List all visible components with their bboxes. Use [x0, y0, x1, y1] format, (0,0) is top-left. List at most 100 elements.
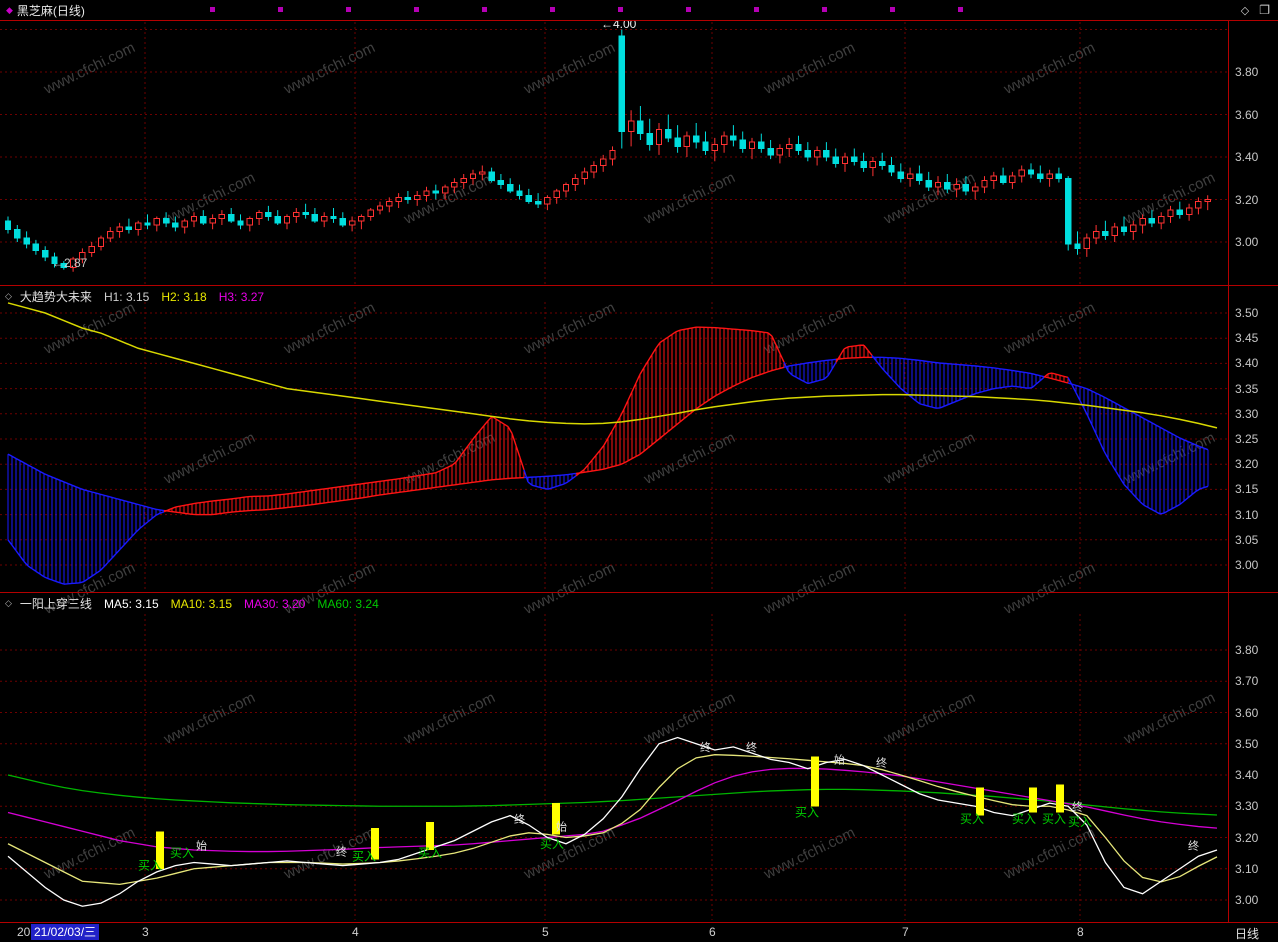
buy-marker-bar — [426, 821, 434, 850]
arrow-left-icon: ← — [52, 256, 64, 270]
buy-label: 买入 — [1068, 815, 1092, 829]
point-label: 终 — [746, 740, 757, 754]
panel3-top-border[interactable] — [0, 592, 1278, 593]
buy-label: 买入 — [960, 812, 984, 826]
axis-label: 3.15 — [1235, 482, 1259, 497]
indicator-value: MA30: 3.20 — [244, 596, 306, 611]
point-label: 终 — [876, 756, 887, 770]
axis-label: 3.35 — [1235, 381, 1259, 396]
point-label: 终 — [1072, 799, 1083, 813]
axis-label: 3.45 — [1235, 331, 1259, 346]
point-label: 始 — [196, 838, 207, 852]
axis-label: 3.00 — [1235, 558, 1259, 572]
indicator2-title[interactable]: 大趋势大未来 — [19, 290, 92, 304]
titlebar-dot-icon — [210, 7, 215, 12]
panel1-top-border — [0, 20, 1278, 21]
diamond-open-icon[interactable]: ◇ — [1240, 4, 1250, 17]
buy-marker-bar — [811, 756, 819, 807]
titlebar-dot-icon — [822, 7, 827, 12]
statusbar-top-border — [0, 922, 1278, 923]
axis-label: 3.00 — [1235, 893, 1259, 907]
titlebar-dot-icon — [346, 7, 351, 12]
title-diamond-icon: ◆ — [6, 4, 13, 15]
indicator3-title[interactable]: 一阳上穿三线 — [19, 597, 92, 611]
month-label: 8 — [1077, 925, 1084, 939]
indicator-diamond-icon: ◇ — [5, 291, 12, 301]
axis-label: 3.20 — [1235, 192, 1259, 207]
candlestick-layer — [4, 29, 1211, 272]
buy-label: 买入 — [170, 846, 194, 860]
buy-marker-bar — [156, 831, 164, 869]
restore-window-icon[interactable]: ❐ — [1259, 3, 1270, 17]
buy-marker-bar — [371, 828, 379, 860]
axis-label: 3.00 — [1235, 235, 1259, 249]
axis-label: 3.30 — [1235, 799, 1259, 814]
axis-label: 3.80 — [1235, 65, 1259, 79]
ma-lines-layer — [7, 736, 1218, 907]
titlebar-dot-icon — [754, 7, 759, 12]
indicator-value: MA10: 3.15 — [170, 596, 233, 611]
axis-label: 3.30 — [1235, 406, 1259, 421]
indicator-diamond-icon: ◇ — [5, 598, 12, 608]
buy-marker-bar — [976, 787, 984, 816]
axis-label: 3.50 — [1235, 736, 1259, 751]
price-axis-border — [1228, 20, 1229, 923]
axis-label: 3.10 — [1235, 861, 1259, 876]
indicator-value: H2: 3.18 — [161, 289, 207, 304]
date-prefix: 20 — [17, 925, 31, 939]
buy-label: 买入 — [418, 846, 442, 860]
axis-label: 3.40 — [1235, 768, 1259, 782]
title-bar: ◆ 黑芝麻(日线) — [0, 0, 1278, 20]
indicator2-header: ◇ 大趋势大未来 H1: 3.15 H2: 3.18 H3: 3.27 — [5, 288, 264, 305]
buy-marker-bar — [552, 803, 560, 835]
titlebar-dot-icon — [414, 7, 419, 12]
month-label: 5 — [542, 925, 549, 939]
axis-label: 3.10 — [1235, 507, 1259, 522]
axis-label: 3.80 — [1235, 643, 1259, 657]
point-label: 始 — [556, 820, 567, 834]
titlebar-dot-icon — [550, 7, 555, 12]
indicator-value: H3: 3.27 — [218, 289, 265, 304]
low-price-annotation: ←2.87 — [52, 256, 87, 270]
point-label: 始 — [834, 752, 845, 766]
titlebar-dot-icon — [482, 7, 487, 12]
buy-label: 买入 — [1012, 812, 1036, 826]
axis-label: 3.40 — [1235, 356, 1259, 371]
month-label: 3 — [142, 925, 149, 939]
titlebar-dot-icon — [618, 7, 623, 12]
low-price-value: 2.87 — [64, 256, 88, 270]
axis-label: 3.60 — [1235, 107, 1259, 122]
month-label: 4 — [352, 925, 359, 939]
axis-label: 3.50 — [1235, 306, 1259, 320]
axis-label: 3.40 — [1235, 150, 1259, 164]
titlebar-dot-icon — [278, 7, 283, 12]
month-label: 6 — [709, 925, 716, 939]
gridline-layer — [0, 22, 1228, 920]
axis-label: 3.60 — [1235, 705, 1259, 720]
axis-label: 3.20 — [1235, 830, 1259, 845]
point-label: 终 — [700, 740, 711, 754]
axis-label: 3.70 — [1235, 674, 1259, 689]
first-bar-date[interactable]: 21/02/03/三 — [31, 924, 100, 940]
buy-label: 买入 — [352, 849, 376, 863]
axis-label: 3.05 — [1235, 532, 1259, 547]
buy-label: 买入 — [138, 859, 162, 873]
titlebar-dot-icon — [890, 7, 895, 12]
buy-label: 买入 — [1042, 812, 1066, 826]
titlebar-dot-icon — [686, 7, 691, 12]
indicator-value: MA5: 3.15 — [103, 596, 159, 611]
period-label[interactable]: 日线 — [1235, 927, 1260, 941]
buy-marker-bar — [1056, 784, 1064, 813]
status-bar: 20 21/02/03/三 3 4 5 6 7 8 日线 — [0, 923, 1278, 942]
month-label: 7 — [902, 925, 909, 939]
panel2-top-border[interactable] — [0, 285, 1278, 286]
buy-marker-bar — [1029, 787, 1037, 813]
point-label: 终 — [1188, 838, 1199, 852]
indicator-value: MA60: 3.24 — [317, 596, 379, 611]
titlebar-dot-icon — [958, 7, 963, 12]
axis-label: 3.25 — [1235, 432, 1259, 446]
trend-indicator-layer — [7, 302, 1218, 585]
